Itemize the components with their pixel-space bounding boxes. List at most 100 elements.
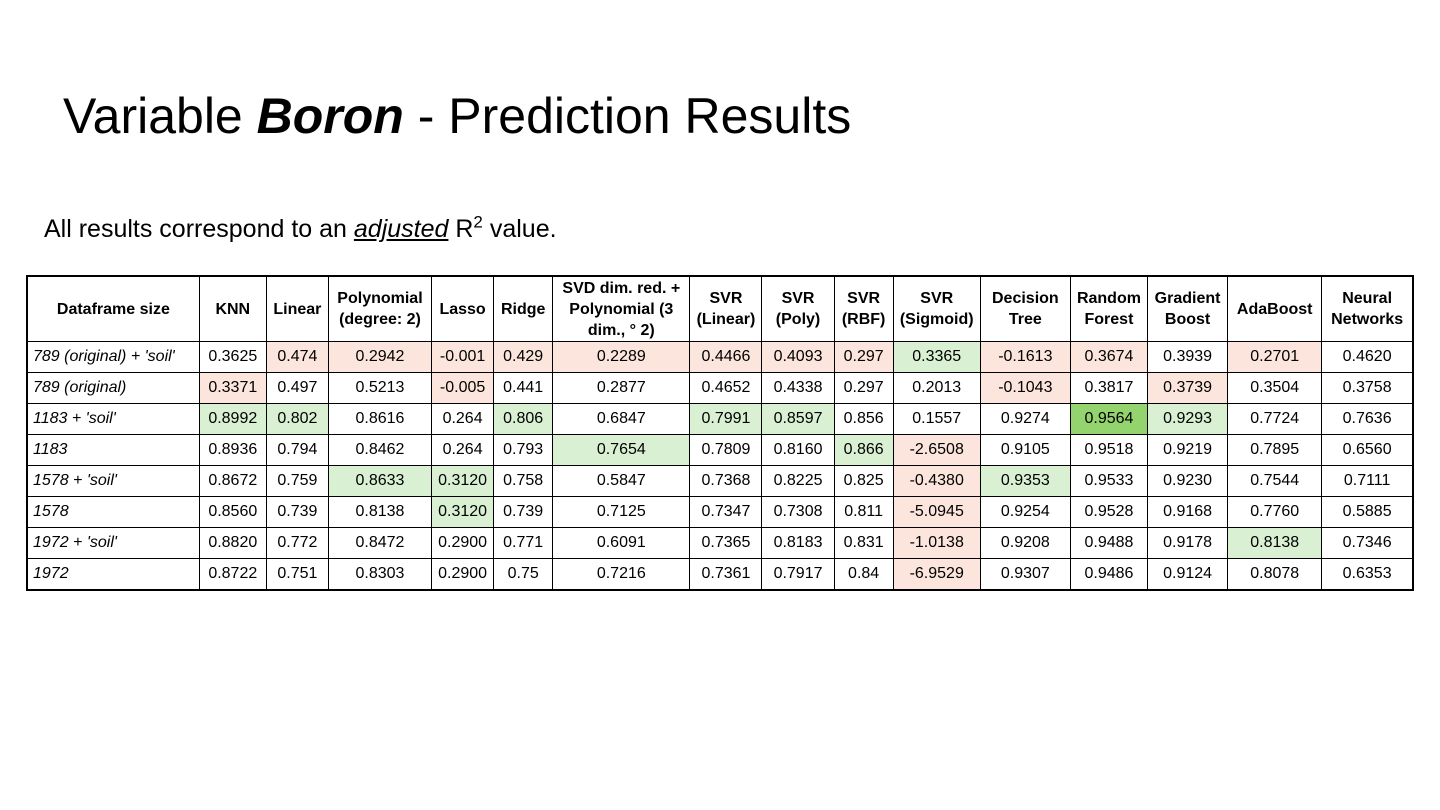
title-prefix: Variable (63, 88, 257, 144)
table-cell: 0.8936 (198, 434, 267, 466)
table-cell: 0.3120 (431, 465, 495, 497)
table-cell: 0.8633 (327, 465, 433, 497)
table-cell: 0.441 (493, 372, 554, 404)
table-cell: 0.8992 (198, 403, 267, 435)
header-cell: SVR (Poly) (761, 275, 835, 342)
table-cell: -0.001 (431, 341, 495, 373)
table-cell: 0.9528 (1069, 496, 1149, 528)
table-cell: 0.2013 (892, 372, 981, 404)
table-cell: 0.9208 (979, 527, 1071, 559)
page-title: Variable Boron - Prediction Results (63, 86, 851, 146)
table-cell: 0.6847 (552, 403, 691, 435)
table-cell: 0.9564 (1069, 403, 1149, 435)
title-suffix: - Prediction Results (403, 88, 852, 144)
header-cell: Lasso (431, 275, 495, 342)
table-cell: 0.7346 (1321, 527, 1414, 559)
table-cell: -6.9529 (892, 558, 981, 591)
table-cell: 0.84 (833, 558, 894, 591)
table-cell: 0.9178 (1147, 527, 1229, 559)
table-cell: 0.793 (493, 434, 554, 466)
table-cell: 0.8597 (761, 403, 835, 435)
table-cell: 0.7308 (761, 496, 835, 528)
subtitle-r: R (448, 215, 474, 243)
table-cell: 0.9307 (979, 558, 1071, 591)
row-label: 1578 + 'soil' (26, 465, 200, 497)
row-label: 1578 (26, 496, 200, 528)
table-cell: 0.772 (265, 527, 329, 559)
header-cell: AdaBoost (1227, 275, 1323, 342)
table-cell: 0.7216 (552, 558, 691, 591)
table-cell: 0.5213 (327, 372, 433, 404)
table-cell: 0.831 (833, 527, 894, 559)
table-row: 1578 0.8560 0.739 0.8138 0.3120 0.739 0.7125 0.… (26, 496, 1414, 528)
title-emphasis: Boron (256, 88, 404, 144)
table-cell: 0.7917 (761, 558, 835, 591)
table-cell: 0.6091 (552, 527, 691, 559)
results-table: Dataframe size KNN Linear Polynomial (de… (26, 275, 1414, 591)
table-cell: 0.429 (493, 341, 554, 373)
table-cell: 0.7125 (552, 496, 691, 528)
table-body: 789 (original) + 'soil' 0.3625 0.474 0.2942… (26, 341, 1414, 591)
header-cell: Linear (265, 275, 329, 342)
table-cell: 0.2942 (327, 341, 433, 373)
table-cell: 0.8138 (327, 496, 433, 528)
table-cell: 0.3739 (1147, 372, 1229, 404)
table-cell: -0.1043 (979, 372, 1071, 404)
header-cell: Ridge (493, 275, 554, 342)
table-cell: 0.7724 (1227, 403, 1323, 435)
table-cell: 0.3365 (892, 341, 981, 373)
table-row: 1972 0.8722 0.751 0.8303 0.2900 0.75 0.7216 0.7… (26, 558, 1414, 591)
table-cell: 0.5885 (1321, 496, 1414, 528)
table-cell: 0.9230 (1147, 465, 1229, 497)
table-cell: 0.811 (833, 496, 894, 528)
table-cell: -0.1613 (979, 341, 1071, 373)
row-label: 1972 (26, 558, 200, 591)
table-cell: 0.856 (833, 403, 894, 435)
table-cell: 0.7636 (1321, 403, 1414, 435)
table-cell: 0.9274 (979, 403, 1071, 435)
table-cell: 0.7111 (1321, 465, 1414, 497)
table-cell: 0.7544 (1227, 465, 1323, 497)
table-cell: 0.297 (833, 372, 894, 404)
header-row: Dataframe size KNN Linear Polynomial (de… (26, 275, 1414, 342)
header-cell: Polynomial (degree: 2) (327, 275, 433, 342)
table-cell: -5.0945 (892, 496, 981, 528)
table-cell: 0.9293 (1147, 403, 1229, 435)
table-cell: 0.8462 (327, 434, 433, 466)
table-cell: 0.4093 (761, 341, 835, 373)
table-cell: 0.474 (265, 341, 329, 373)
table-row: 1183 + 'soil' 0.8992 0.802 0.8616 0.264 0.806… (26, 403, 1414, 435)
table-cell: 0.7895 (1227, 434, 1323, 466)
subtitle-underlined: adjusted (353, 215, 449, 243)
header-cell: SVD dim. red. + Polynomial (3 dim., ° 2) (552, 275, 691, 342)
table-cell: 0.8560 (198, 496, 267, 528)
header-cell: Neural Networks (1321, 275, 1414, 342)
table-cell: 0.758 (493, 465, 554, 497)
header-cell: SVR (RBF) (833, 275, 894, 342)
table-cell: 0.3504 (1227, 372, 1323, 404)
table-cell: 0.4338 (761, 372, 835, 404)
table-cell: 0.3674 (1069, 341, 1149, 373)
table-cell: 0.297 (833, 341, 894, 373)
header-cell: Gradient Boost (1147, 275, 1229, 342)
table-cell: 0.8303 (327, 558, 433, 591)
table-cell: 0.8616 (327, 403, 433, 435)
table-cell: 0.2701 (1227, 341, 1323, 373)
table-cell: 0.8672 (198, 465, 267, 497)
table-cell: 0.75 (493, 558, 554, 591)
header-cell: Random Forest (1069, 275, 1149, 342)
table-cell: 0.794 (265, 434, 329, 466)
subtitle-superscript: 2 (473, 212, 483, 232)
subtitle-prefix: All results correspond to an (44, 215, 354, 243)
row-label: 789 (original) (26, 372, 200, 404)
table-cell: 0.4620 (1321, 341, 1414, 373)
row-label: 1972 + 'soil' (26, 527, 200, 559)
table-cell: -2.6508 (892, 434, 981, 466)
table-cell: 0.866 (833, 434, 894, 466)
table-row: 1578 + 'soil' 0.8672 0.759 0.8633 0.3120 0.75… (26, 465, 1414, 497)
row-label: 1183 + 'soil' (26, 403, 200, 435)
table-cell: 0.7347 (689, 496, 763, 528)
table-cell: -0.005 (431, 372, 495, 404)
table-cell: -0.4380 (892, 465, 981, 497)
subtitle: All results correspond to an adjusted R2… (44, 213, 557, 245)
